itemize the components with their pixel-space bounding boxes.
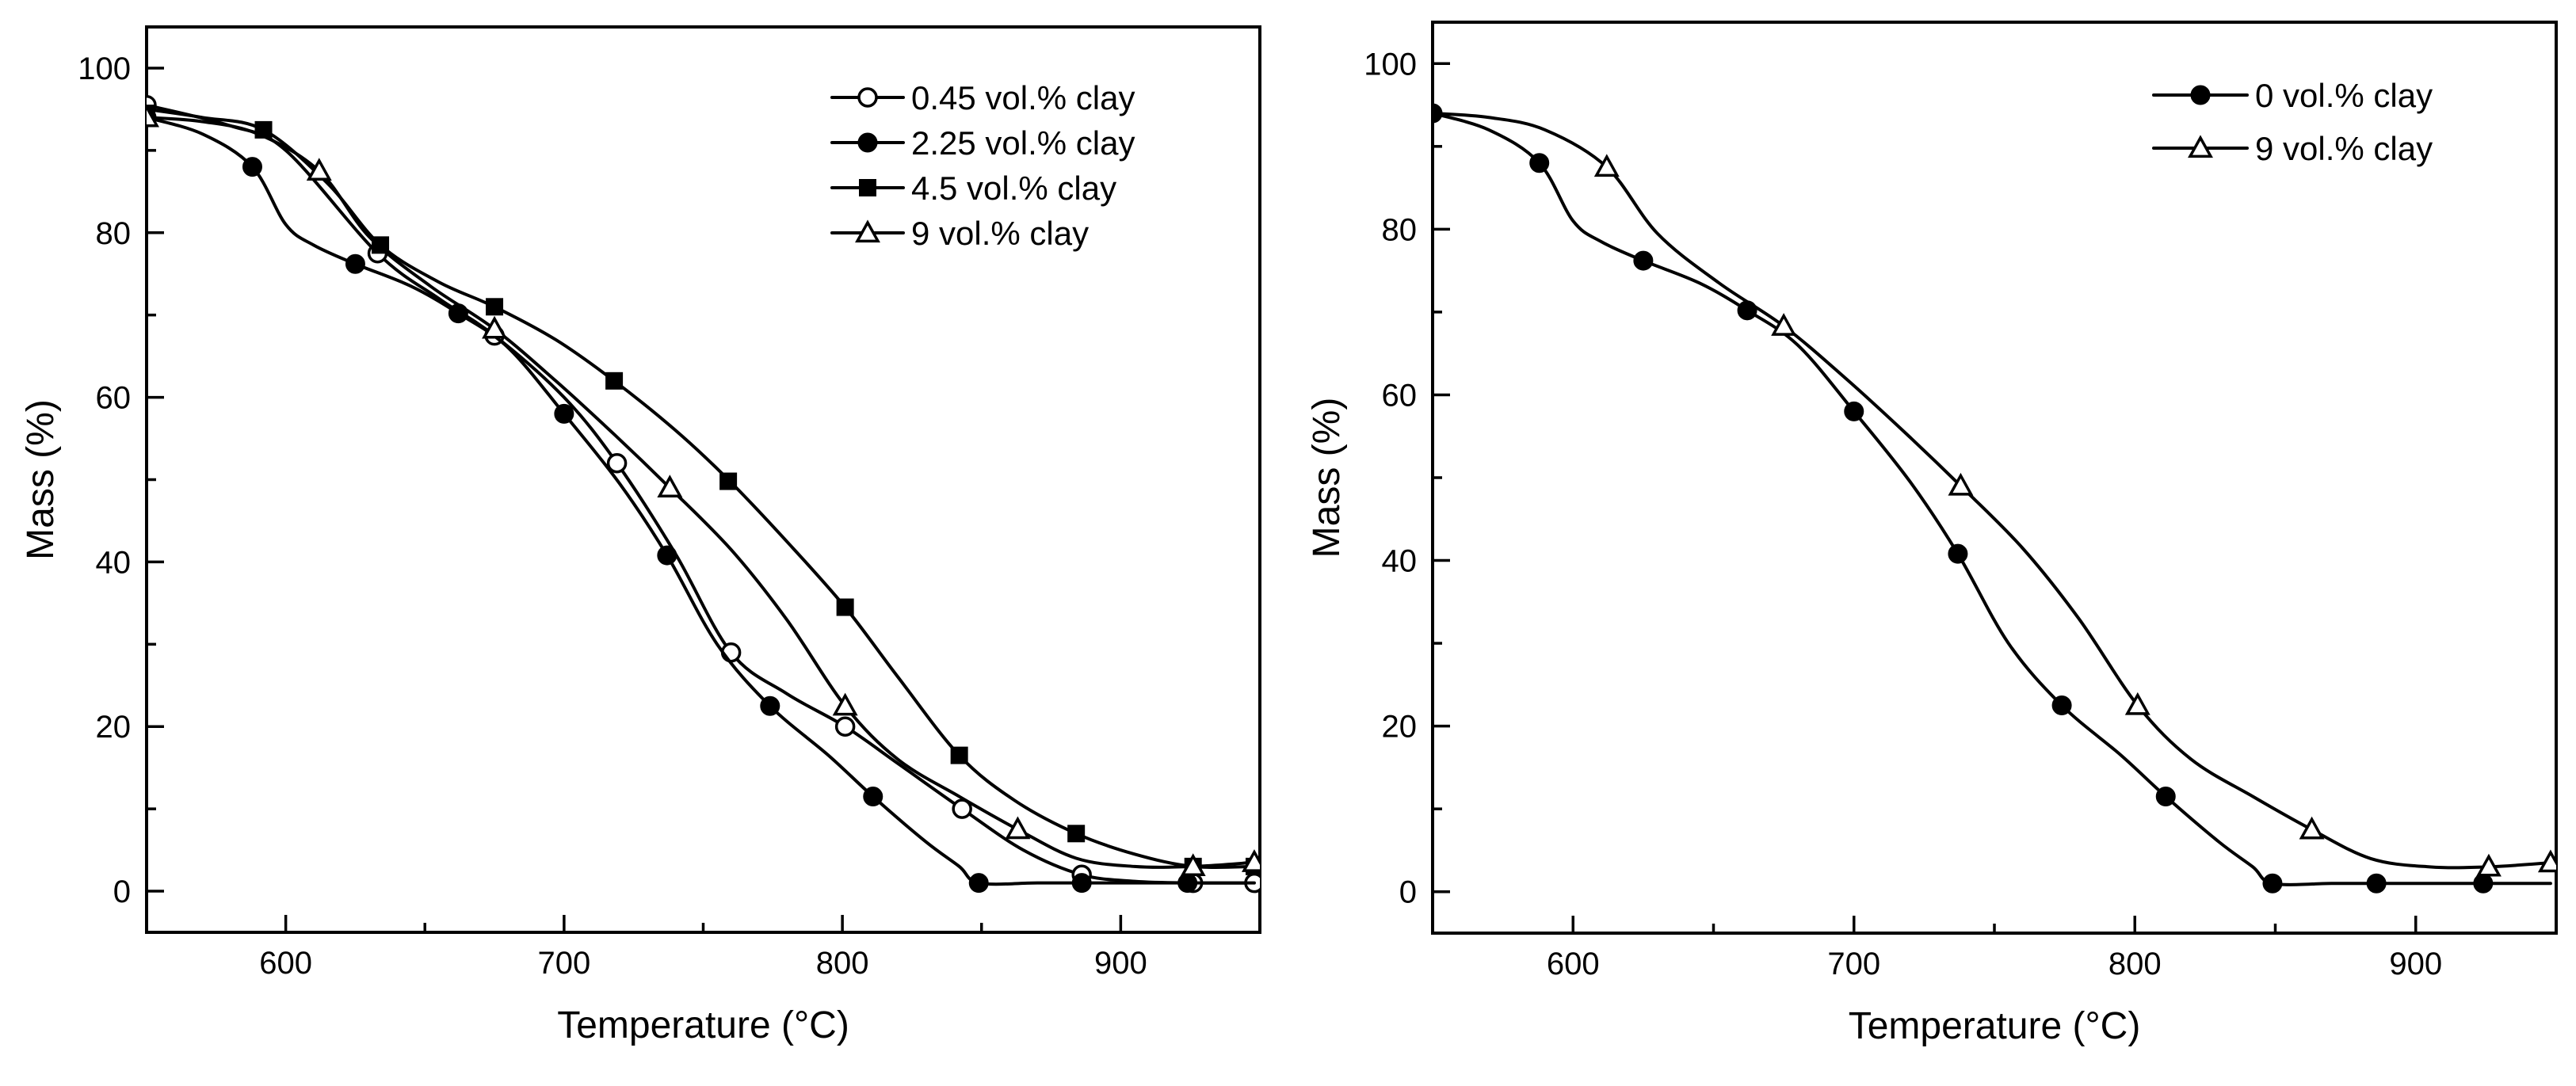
x-tick-label: 900	[1094, 946, 1147, 981]
y-tick-label: 20	[96, 710, 132, 745]
plot-frame	[145, 25, 1261, 934]
y-axis-label: Mass (%)	[1306, 398, 1348, 558]
x-tick-label: 800	[816, 946, 869, 981]
legend-label: 9 vol.% clay	[2255, 130, 2433, 167]
y-tick-label: 60	[96, 381, 132, 416]
data-point	[306, 158, 332, 181]
legend-label: 4.5 vol.% clay	[911, 170, 1116, 207]
series-line	[147, 116, 1256, 886]
data-point	[1948, 543, 1968, 564]
data-point	[1948, 472, 1974, 496]
data-point	[1180, 853, 1206, 877]
data-point	[554, 403, 574, 424]
data-point	[147, 104, 159, 128]
y-tick-label: 80	[96, 216, 132, 251]
x-tick-label: 900	[2389, 947, 2442, 981]
data-point	[486, 298, 504, 316]
legend-label: 2.25 vol.% clay	[911, 124, 1135, 162]
legend-marker	[2188, 135, 2213, 158]
data-point	[2262, 873, 2283, 894]
data-point	[720, 642, 742, 663]
x-tick-label: 600	[259, 946, 312, 981]
data-point	[657, 474, 683, 498]
x-tick-label: 600	[1547, 947, 1600, 981]
data-point	[657, 545, 677, 566]
legend-label: 0 vol.% clay	[2255, 77, 2433, 114]
y-tick-label: 100	[78, 51, 131, 86]
data-point	[834, 716, 856, 737]
chart-panel-2: 600 700 800 900 0 20 40 60 80 100 Temperature (°C)…	[1306, 21, 2558, 1047]
x-tick-label: 800	[2109, 947, 2162, 981]
legend-label: 0.45 vol.% clay	[911, 79, 1135, 116]
data-point	[952, 798, 972, 819]
y-tick-label: 0	[113, 875, 131, 909]
legend-marker	[2190, 85, 2211, 105]
y-tick-label: 0	[1399, 875, 1417, 910]
data-point	[2155, 787, 2176, 806]
data-point	[1071, 873, 1092, 894]
data-point	[832, 692, 858, 716]
data-point	[1633, 250, 1654, 271]
data-point	[606, 452, 628, 474]
y-tick-label: 80	[1382, 212, 1418, 247]
plot-area	[1433, 103, 2556, 894]
chart-panel-1: 600 700 800 900 0 20 40 60 80 100 Temperature (°C)…	[20, 25, 1261, 1046]
y-tick-label: 20	[1382, 710, 1418, 745]
data-point	[1067, 825, 1086, 843]
series-line	[147, 116, 1256, 869]
data-point	[345, 253, 365, 274]
data-point	[1529, 153, 1550, 173]
legend-marker	[855, 219, 880, 243]
x-tick-label: 700	[1827, 947, 1880, 981]
legend: 0 vol.% clay 9 vol.% clay	[2152, 77, 2433, 167]
data-point	[2473, 873, 2494, 894]
data-point	[863, 787, 883, 807]
series-line	[1433, 112, 2552, 886]
data-point	[242, 157, 262, 177]
data-point	[1593, 154, 1620, 177]
x-axis-label: Temperature (°C)	[1849, 1005, 2141, 1047]
data-point	[836, 598, 854, 616]
legend-label: 9 vol.% clay	[911, 215, 1089, 252]
axis-ticks	[1431, 62, 2558, 933]
y-tick-label: 100	[1364, 47, 1417, 82]
series-line	[147, 103, 1256, 885]
data-point	[2537, 849, 2556, 873]
y-tick-label: 60	[1382, 378, 1418, 413]
data-point	[1177, 873, 1198, 894]
data-point	[2299, 816, 2325, 840]
x-axis-label: Temperature (°C)	[557, 1004, 849, 1046]
legend-marker	[857, 132, 878, 153]
plot-area	[147, 94, 1260, 894]
plot-frame	[1431, 21, 2558, 935]
data-point	[2124, 692, 2150, 715]
data-point	[2366, 873, 2387, 894]
data-point	[2051, 695, 2072, 715]
data-point	[1242, 849, 1260, 872]
data-point	[1844, 401, 1864, 421]
legend-marker	[857, 87, 878, 108]
data-point	[482, 315, 508, 339]
series-line	[1433, 112, 2552, 870]
data-point	[950, 746, 968, 764]
data-point	[2475, 853, 2502, 877]
legend: 0.45 vol.% clay 2.25 vol.% clay 4.5 vol.% …	[830, 79, 1135, 252]
data-point	[760, 695, 780, 716]
data-point	[719, 472, 738, 490]
y-axis-label: Mass (%)	[20, 399, 62, 560]
y-tick-label: 40	[1382, 544, 1418, 579]
y-tick-label: 40	[96, 545, 132, 580]
x-tick-label: 700	[538, 946, 591, 981]
legend-marker	[859, 179, 876, 196]
data-point	[605, 372, 624, 390]
data-point	[1771, 313, 1797, 336]
data-point	[968, 873, 989, 894]
data-point	[1005, 816, 1031, 840]
